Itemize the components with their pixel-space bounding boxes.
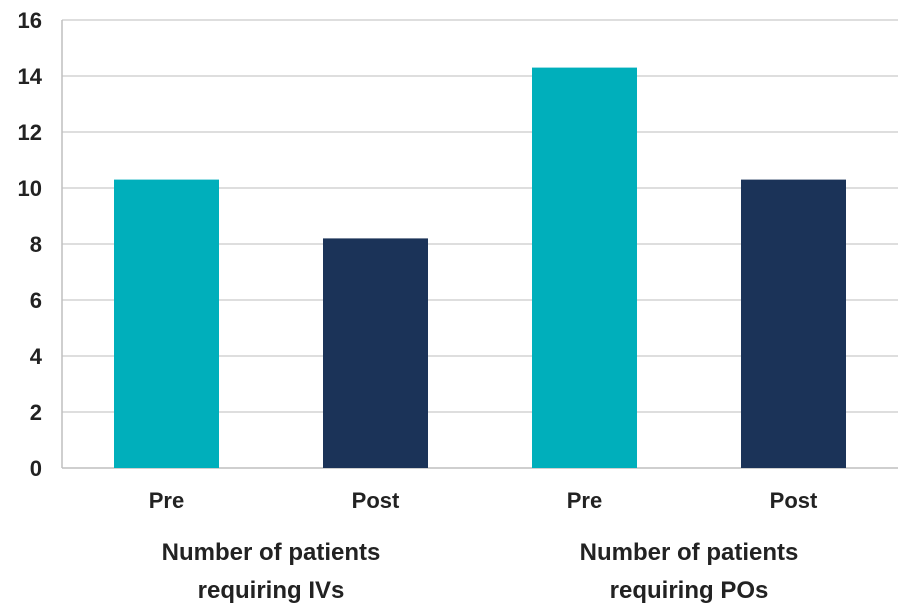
y-tick-label: 0 <box>30 456 42 481</box>
bars <box>114 67 846 468</box>
bar-post-ivs <box>323 238 428 468</box>
x-tick-label: Post <box>770 488 818 513</box>
group-label: Number of patients <box>162 539 381 566</box>
x-tick-label: Pre <box>567 488 602 513</box>
y-tick-label: 2 <box>30 400 42 425</box>
group-label: Number of patients <box>580 539 799 566</box>
group-label: requiring IVs <box>198 577 345 604</box>
y-tick-label: 8 <box>30 232 42 257</box>
bar-pre-ivs <box>114 179 219 468</box>
y-tick-label: 10 <box>18 176 42 201</box>
labels: 0 2 4 6 8 10 12 14 16 Pre Post Pre Post Number of pat… <box>18 8 818 604</box>
y-tick-label: 16 <box>18 8 42 33</box>
group-label: requiring POs <box>610 577 769 604</box>
y-tick-label: 6 <box>30 288 42 313</box>
bar-post-pos <box>741 179 846 468</box>
y-tick-label: 14 <box>18 64 43 89</box>
x-tick-label: Pre <box>149 488 184 513</box>
y-tick-label: 12 <box>18 120 42 145</box>
y-tick-label: 4 <box>30 344 43 369</box>
bar-pre-pos <box>532 67 637 468</box>
x-tick-label: Post <box>352 488 400 513</box>
